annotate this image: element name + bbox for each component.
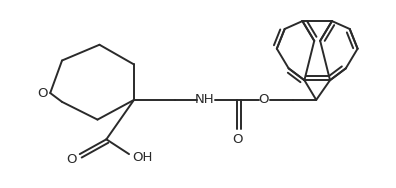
- Text: O: O: [37, 86, 48, 99]
- Text: NH: NH: [195, 93, 215, 106]
- Text: O: O: [232, 133, 243, 146]
- Text: OH: OH: [133, 151, 153, 164]
- Text: O: O: [67, 152, 77, 165]
- Text: O: O: [258, 93, 268, 106]
